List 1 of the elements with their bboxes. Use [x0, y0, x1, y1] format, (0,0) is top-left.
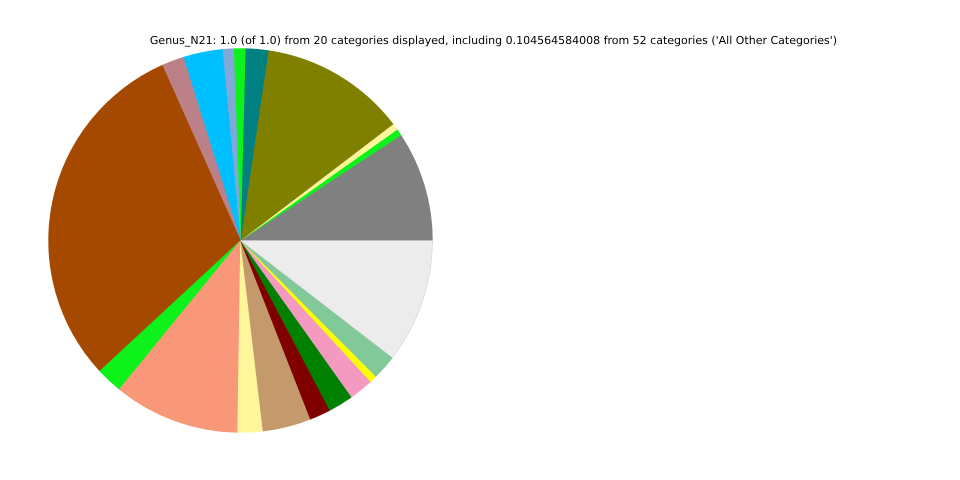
text: Genus_N21: 1.0 (of 1.0) from 20 categories displayed, including 0.104564584008 from 52 categories ('All Other Categories') [150, 34, 838, 47]
